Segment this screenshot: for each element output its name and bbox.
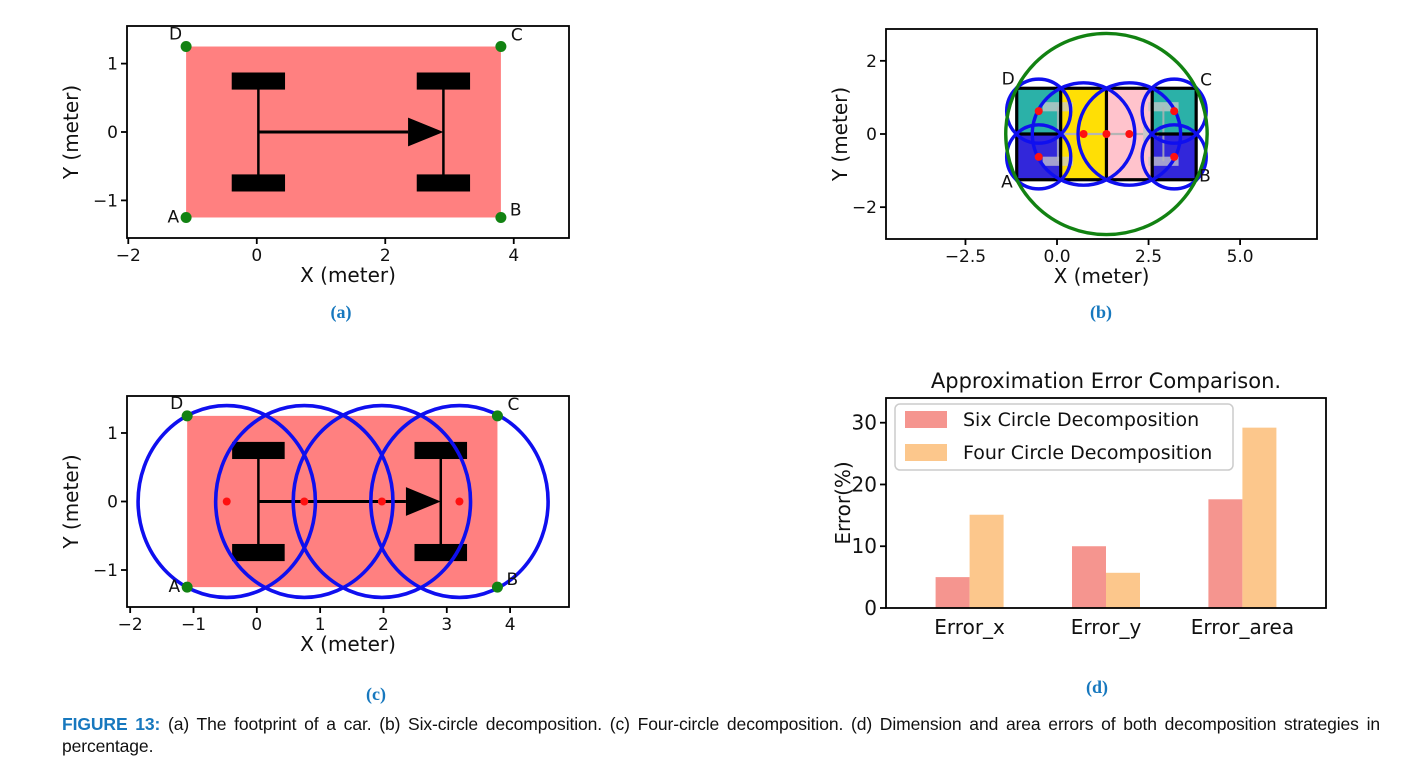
svg-text:Y (meter): Y (meter): [59, 85, 83, 180]
svg-text:2: 2: [378, 615, 389, 635]
svg-text:Error(%): Error(%): [831, 461, 855, 544]
subplot-a: −2 0 2 4 −1 0 1 X (meter) Y (meter) A B C D: [40, 0, 610, 345]
svg-text:Six Circle Decomposition: Six Circle Decomposition: [963, 409, 1199, 431]
svg-text:B: B: [510, 200, 522, 220]
svg-text:B: B: [1199, 167, 1211, 187]
svg-text:2: 2: [866, 52, 877, 72]
subcaption-d: (d): [1086, 677, 1108, 697]
svg-text:C: C: [1200, 70, 1212, 90]
svg-text:−2: −2: [116, 246, 141, 266]
svg-text:D: D: [170, 394, 183, 414]
subcaption-c: (c): [366, 684, 386, 704]
svg-text:A: A: [167, 207, 179, 227]
figure-caption-text: (a) The footprint of a car. (b) Six-circ…: [62, 714, 1380, 756]
svg-text:30: 30: [852, 411, 877, 435]
svg-text:10: 10: [852, 534, 877, 558]
subplot-b: −2.5 0.0 2.5 5.0 −2 0 2 X (meter) Y (meter) A B C D: [830, 0, 1400, 345]
svg-text:B: B: [506, 570, 518, 590]
svg-text:−2.5: −2.5: [945, 247, 986, 267]
svg-text:0: 0: [251, 615, 262, 635]
svg-text:Y (meter): Y (meter): [830, 87, 852, 182]
svg-text:Error_x: Error_x: [934, 615, 1005, 639]
svg-text:0: 0: [107, 493, 118, 513]
svg-text:D: D: [169, 25, 182, 45]
svg-text:C: C: [507, 395, 519, 415]
svg-text:Approximation Error Comparison: Approximation Error Comparison.: [931, 369, 1281, 393]
svg-text:3: 3: [441, 615, 452, 635]
plot-b-canvas: −2.5 0.0 2.5 5.0 −2 0 2 X (meter) Y (meter) A B C D: [830, 28, 1318, 288]
svg-text:−1: −1: [93, 561, 118, 581]
svg-text:1: 1: [107, 424, 118, 444]
svg-text:Error_area: Error_area: [1191, 615, 1294, 639]
svg-text:Four Circle Decomposition: Four Circle Decomposition: [963, 442, 1212, 464]
plot-a-canvas: −2 0 2 4 −1 0 1 X (meter) Y (meter) A B C D: [59, 25, 570, 287]
svg-text:1: 1: [107, 55, 118, 75]
svg-text:0: 0: [866, 125, 877, 145]
subplot-d: Error_x Error_y Error_area 0 10 20 30 Approxima…: [830, 360, 1400, 700]
svg-text:X (meter): X (meter): [1054, 264, 1150, 288]
plot-d-canvas: Error_x Error_y Error_area 0 10 20 30 Approxima…: [831, 369, 1327, 639]
svg-text:X (meter): X (meter): [300, 632, 396, 656]
subcaption-a: (a): [330, 302, 352, 322]
figure-caption: FIGURE 13: (a) The footprint of a car. (…: [62, 714, 1380, 757]
svg-text:0.0: 0.0: [1043, 247, 1070, 267]
svg-text:A: A: [1001, 173, 1013, 193]
subplot-c: −2 −1 0 1 2 3 4 −1 0 1 X (meter) Y (meter) A B C D: [40, 380, 610, 725]
svg-text:20: 20: [852, 472, 877, 496]
svg-text:0: 0: [107, 123, 118, 143]
svg-text:2.5: 2.5: [1135, 247, 1162, 267]
svg-text:C: C: [511, 26, 523, 46]
svg-text:4: 4: [505, 615, 516, 635]
svg-text:2: 2: [380, 246, 391, 266]
svg-text:D: D: [1002, 69, 1015, 89]
svg-text:0: 0: [864, 596, 877, 620]
svg-text:0: 0: [251, 246, 262, 266]
svg-text:Y (meter): Y (meter): [59, 454, 83, 549]
svg-text:−1: −1: [93, 191, 118, 211]
svg-text:1: 1: [315, 615, 326, 635]
svg-text:−2: −2: [852, 198, 877, 218]
svg-text:−2: −2: [118, 615, 143, 635]
subcaption-b: (b): [1090, 302, 1112, 322]
svg-text:5.0: 5.0: [1227, 247, 1254, 267]
svg-text:A: A: [169, 577, 181, 597]
svg-text:−1: −1: [181, 615, 206, 635]
svg-text:Error_y: Error_y: [1071, 615, 1142, 639]
svg-text:X (meter): X (meter): [300, 263, 396, 287]
svg-text:4: 4: [508, 246, 519, 266]
figure-caption-label: FIGURE 13:: [62, 714, 161, 734]
